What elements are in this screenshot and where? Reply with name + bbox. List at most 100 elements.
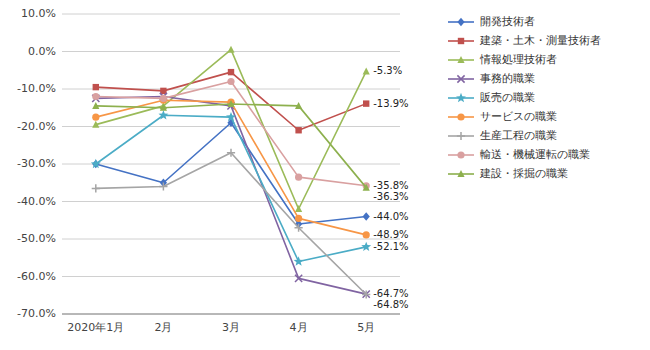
- series-line: [96, 97, 366, 295]
- series-line: [96, 50, 366, 209]
- annotation: -64.7%: [373, 288, 408, 299]
- legend-marker: [456, 93, 466, 102]
- point: [93, 84, 99, 90]
- x-tick-label: 4月: [290, 321, 308, 334]
- annotation: -13.9%: [373, 98, 408, 109]
- annotation: -35.8%: [373, 180, 408, 191]
- point: [363, 212, 370, 220]
- point: [295, 224, 303, 232]
- y-axis: 10.0% 0.0% -10.0% -20.0% -30.0% -40.0% -50.0% -…: [17, 7, 400, 320]
- point: [294, 256, 304, 265]
- series: [92, 100, 370, 191]
- y-tick-label: -10.0%: [17, 82, 56, 95]
- legend-item: 建築・土木・測量技術者: [448, 34, 601, 47]
- legend-item: 開発技術者: [448, 15, 535, 28]
- series: [93, 69, 370, 134]
- x-tick-label: 5月: [357, 321, 375, 334]
- point: [295, 205, 302, 212]
- point: [295, 215, 302, 222]
- series-line: [96, 82, 366, 186]
- series-line: [96, 100, 366, 235]
- legend-marker: [457, 113, 464, 120]
- legend-label: サービスの職業: [480, 110, 557, 123]
- y-tick-label: -20.0%: [17, 120, 56, 133]
- point: [227, 149, 235, 157]
- annotation: -36.3%: [373, 191, 408, 202]
- x-tick-label: 2月: [154, 321, 172, 334]
- annotation: -48.9%: [373, 229, 408, 240]
- point: [158, 110, 168, 119]
- series: [92, 93, 370, 298]
- point: [227, 100, 234, 107]
- legend-marker: [457, 151, 464, 158]
- series: [92, 78, 370, 189]
- point: [160, 104, 167, 111]
- legend-label: 開発技術者: [480, 15, 535, 28]
- point: [295, 102, 302, 109]
- legend-marker: [457, 56, 464, 63]
- point: [227, 46, 234, 53]
- legend: 開発技術者建築・土木・測量技術者情報処理技術者事務的職業販売の職業サービスの職業…: [448, 15, 601, 180]
- legend-item: 情報処理技術者: [448, 53, 557, 66]
- series: [92, 119, 370, 229]
- series-line: [96, 153, 366, 295]
- x-tick-label: 3月: [222, 321, 240, 334]
- grid-line: [62, 14, 400, 15]
- legend-marker: [457, 132, 465, 140]
- point: [92, 102, 99, 109]
- point: [362, 290, 370, 298]
- point: [363, 67, 370, 74]
- annotation: -52.1%: [373, 241, 408, 252]
- series: [92, 149, 371, 299]
- annotation: -64.8%: [373, 299, 408, 310]
- y-tick-label: -40.0%: [17, 195, 56, 208]
- annotation: -44.0%: [373, 211, 408, 222]
- legend-label: 販売の職業: [480, 91, 535, 104]
- legend-item: 建設・採掘の職業: [448, 167, 568, 180]
- legend-item: 事務的職業: [448, 72, 535, 85]
- y-tick-label: -60.0%: [17, 270, 56, 283]
- grid-line: [62, 164, 400, 165]
- legend-marker: [457, 18, 464, 26]
- x-tick-label: 2020年1月: [67, 321, 124, 334]
- grid-line: [62, 239, 400, 240]
- y-tick-label: 10.0%: [21, 7, 56, 20]
- series-line: [96, 104, 366, 188]
- y-tick-label: 0.0%: [28, 45, 56, 58]
- legend-marker: [457, 170, 464, 177]
- legend-label: 生産工程の職業: [480, 129, 557, 142]
- point: [159, 182, 167, 190]
- point: [227, 78, 234, 85]
- annotation: -5.3%: [373, 65, 402, 76]
- point: [160, 88, 166, 94]
- point: [91, 159, 101, 168]
- chart: 10.0% 0.0% -10.0% -20.0% -30.0% -40.0% -50.0% -…: [0, 0, 650, 350]
- point: [361, 242, 371, 251]
- point: [92, 93, 99, 100]
- legend-item: サービスの職業: [448, 110, 557, 123]
- legend-item: 販売の職業: [448, 91, 535, 104]
- point: [295, 275, 302, 282]
- series-line: [96, 115, 366, 261]
- point: [92, 184, 100, 192]
- legend-marker: [458, 38, 464, 44]
- point: [92, 121, 99, 128]
- plot-area: [91, 46, 371, 299]
- legend-marker: [457, 75, 464, 82]
- point: [363, 100, 369, 106]
- x-axis: 2020年1月 2月 3月 4月 5月: [62, 314, 400, 334]
- x-axis-line: [62, 314, 400, 315]
- y-tick-label: -70.0%: [17, 307, 56, 320]
- point: [160, 95, 167, 102]
- point: [295, 127, 301, 133]
- legend-label: 情報処理技術者: [479, 53, 557, 66]
- y-tick-label: -30.0%: [17, 157, 56, 170]
- grid-line: [62, 201, 400, 202]
- legend-label: 建設・採掘の職業: [479, 167, 568, 180]
- y-tick-label: -50.0%: [17, 232, 56, 245]
- legend-label: 輸送・機械運転の職業: [480, 148, 590, 161]
- annotations: -5.3% -13.9% -35.8%-36.3% -44.0% -48.9%-52.1…: [373, 65, 408, 310]
- point: [228, 69, 234, 75]
- legend-item: 生産工程の職業: [448, 129, 557, 142]
- series: [92, 97, 370, 239]
